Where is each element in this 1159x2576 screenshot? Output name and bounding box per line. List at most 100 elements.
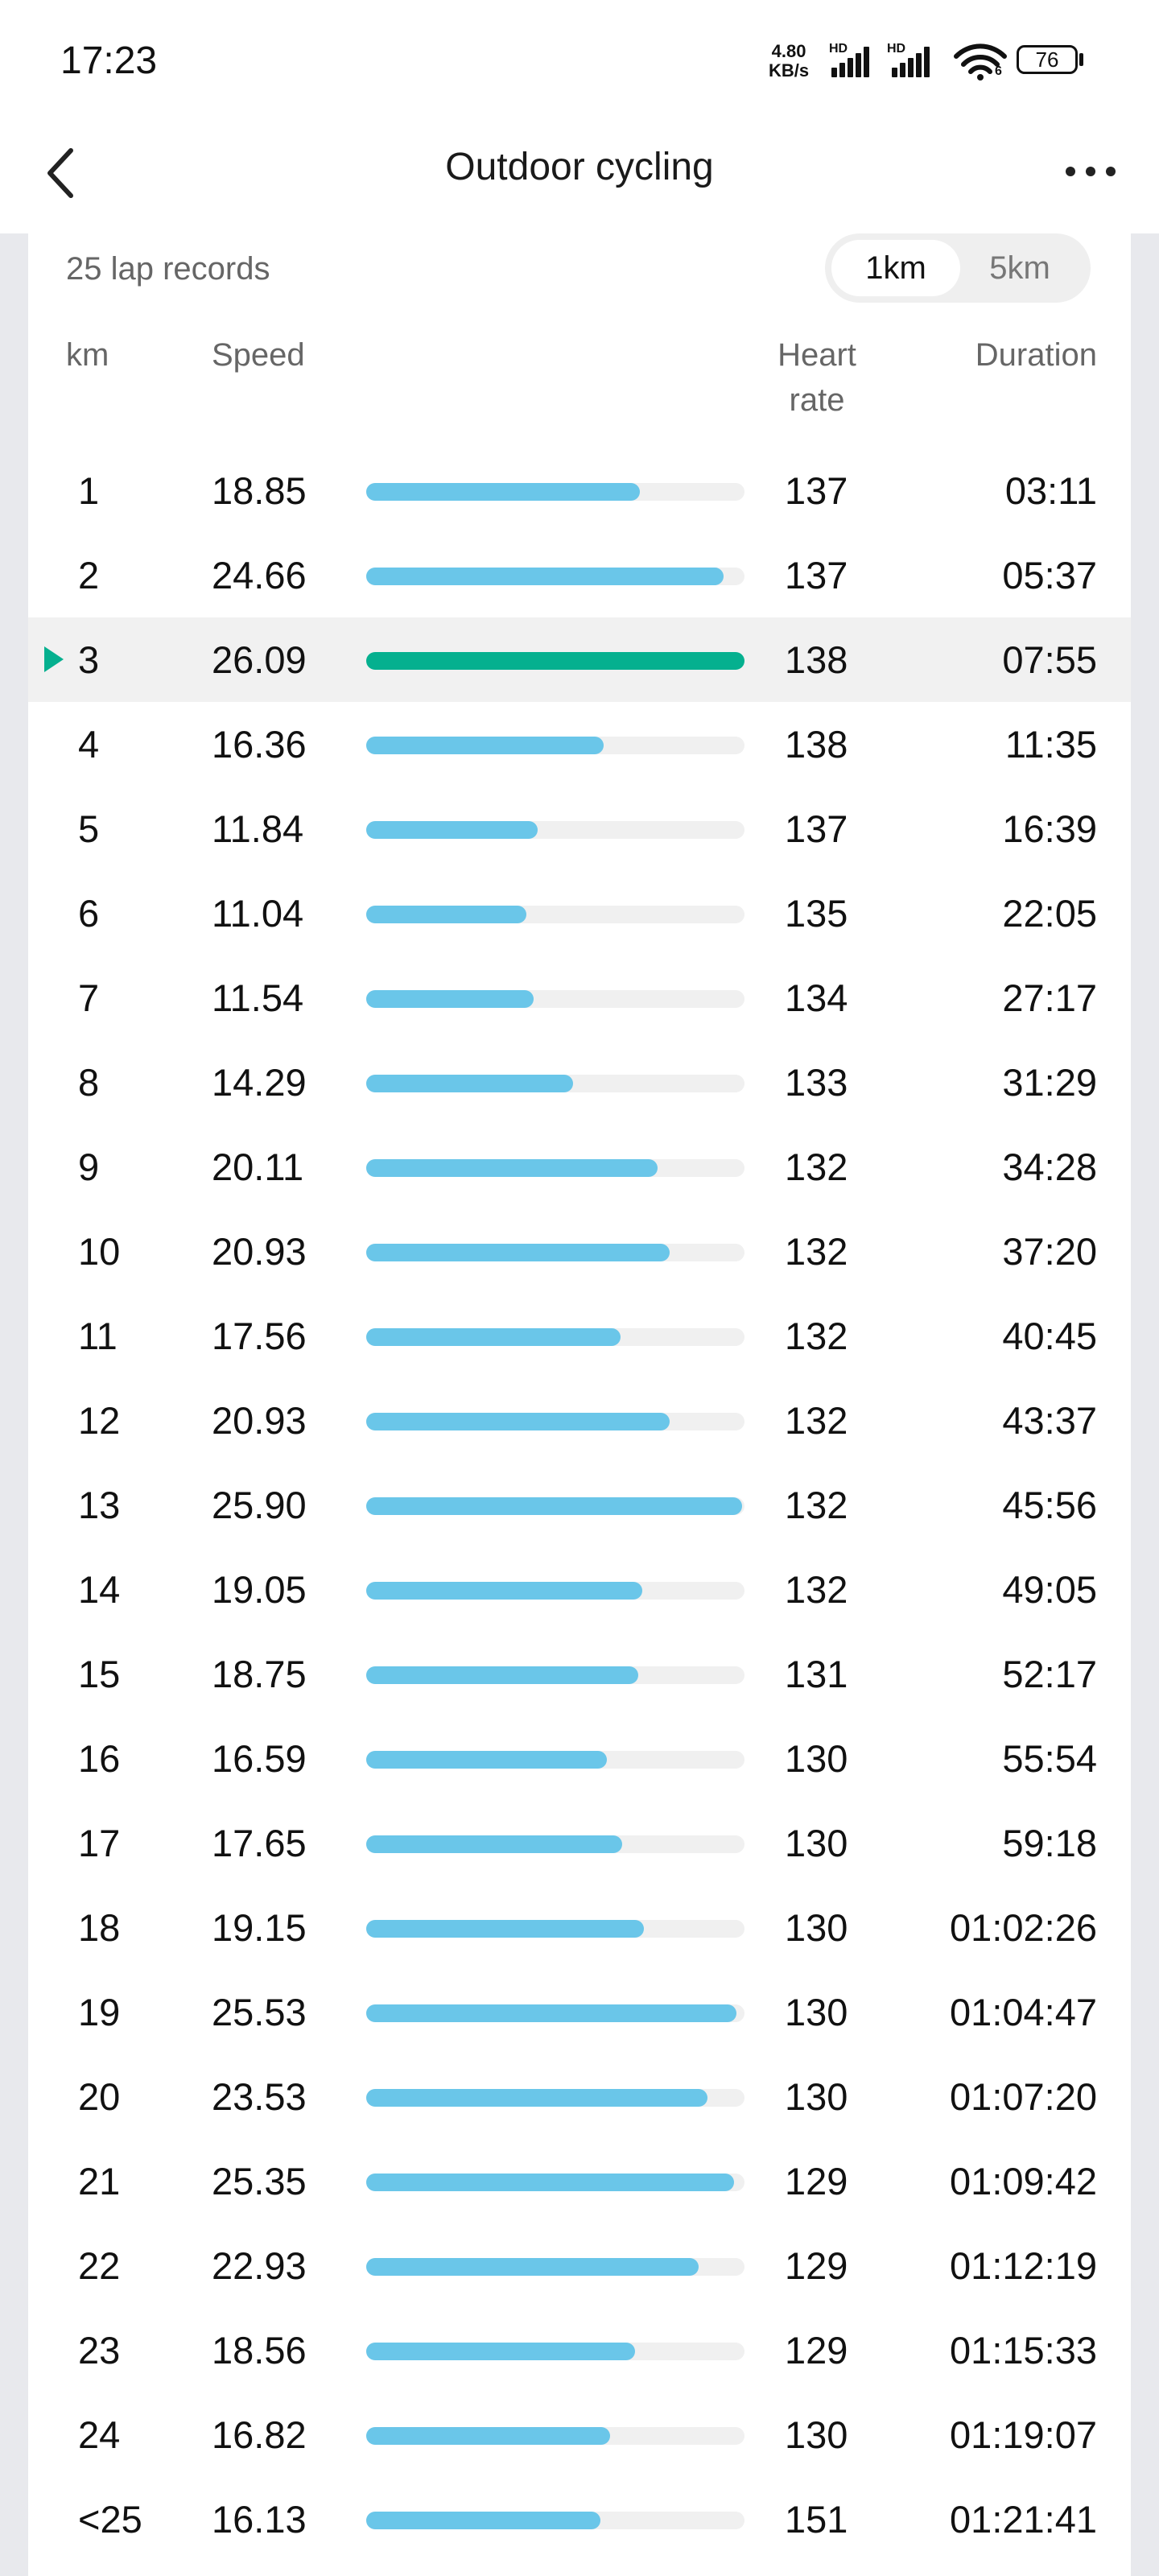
lap-row[interactable]: 1 18.85 137 03:11 — [28, 448, 1131, 533]
speed-bar-track — [366, 2258, 744, 2276]
lap-row[interactable]: 9 20.11 132 34:28 — [28, 1125, 1131, 1209]
lap-speed: 25.35 — [212, 2160, 307, 2202]
lap-heart-rate: 151 — [785, 2498, 848, 2541]
lap-speed: 18.75 — [212, 1653, 307, 1695]
speed-bar — [366, 1497, 742, 1515]
lap-duration: 27:17 — [1002, 976, 1097, 1019]
lap-duration: 01:07:20 — [950, 2075, 1097, 2118]
lap-duration: 37:20 — [1002, 1230, 1097, 1273]
lap-row[interactable]: 8 14.29 133 31:29 — [28, 1040, 1131, 1125]
lap-heart-rate: 134 — [785, 976, 848, 1019]
lap-heart-rate: 130 — [785, 1991, 848, 2033]
lap-heart-rate: 133 — [785, 1061, 848, 1104]
hd-label: HD — [829, 42, 848, 56]
speed-bar — [366, 2258, 699, 2276]
status-time: 17:23 — [60, 39, 158, 82]
lap-speed: 16.59 — [212, 1737, 307, 1780]
lap-records-card: 25 lap records 1km 5km km Speed Heart ra… — [28, 233, 1131, 2576]
speed-bar-track — [366, 821, 744, 839]
lap-row[interactable]: 18 19.15 130 01:02:26 — [28, 1885, 1131, 1970]
battery-icon: 76 — [1017, 45, 1078, 74]
lap-row[interactable]: 12 20.93 132 43:37 — [28, 1378, 1131, 1463]
lap-row[interactable]: 6 11.04 135 22:05 — [28, 871, 1131, 956]
speed-bar-track — [366, 990, 744, 1008]
speed-bar-track — [366, 1582, 744, 1600]
lap-row[interactable]: 10 20.93 132 37:20 — [28, 1209, 1131, 1294]
speed-bar — [366, 652, 744, 670]
speed-bar-track — [366, 2343, 744, 2360]
lap-heart-rate: 132 — [785, 1568, 848, 1611]
speed-bar — [366, 1075, 574, 1092]
lap-km: 20 — [78, 2075, 121, 2118]
lap-heart-rate: 131 — [785, 1653, 848, 1695]
lap-row[interactable]: 3 26.09 138 07:55 — [28, 617, 1131, 702]
lap-duration: 01:04:47 — [950, 1991, 1097, 2033]
status-bar: 17:23 4.80 KB/s HD HD 6 76 — [0, 0, 1159, 117]
speed-bar — [366, 2089, 707, 2107]
lap-row[interactable]: 14 19.05 132 49:05 — [28, 1547, 1131, 1632]
lap-duration: 55:54 — [1002, 1737, 1097, 1780]
speed-bar — [366, 568, 724, 585]
distance-toggle: 1km 5km — [825, 233, 1091, 303]
lap-row[interactable]: 13 25.90 132 45:56 — [28, 1463, 1131, 1547]
speed-bar-track — [366, 1497, 744, 1515]
lap-speed: 25.53 — [212, 1991, 307, 2033]
lap-duration: 43:37 — [1002, 1399, 1097, 1442]
lap-speed: 20.93 — [212, 1399, 307, 1442]
toggle-5km[interactable]: 5km — [989, 250, 1050, 286]
lap-duration: 01:21:41 — [950, 2498, 1097, 2541]
signal-icon — [892, 47, 932, 77]
column-header-heart-rate: Heart rate — [777, 337, 856, 418]
lap-row[interactable]: 16 16.59 130 55:54 — [28, 1716, 1131, 1801]
speed-bar — [366, 737, 604, 754]
lap-row[interactable]: 11 17.56 132 40:45 — [28, 1294, 1131, 1378]
lap-duration: 07:55 — [1002, 638, 1097, 681]
speed-bar-track — [366, 906, 744, 923]
speed-bar-track — [366, 2512, 744, 2529]
lap-row[interactable]: 2 24.66 137 05:37 — [28, 533, 1131, 617]
lap-heart-rate: 135 — [785, 892, 848, 935]
selected-marker-icon — [44, 646, 64, 672]
lap-duration: 59:18 — [1002, 1822, 1097, 1864]
lap-km: 7 — [78, 976, 100, 1019]
lap-duration: 01:12:19 — [950, 2244, 1097, 2287]
lap-speed: 18.85 — [212, 469, 307, 512]
lap-duration: 34:28 — [1002, 1146, 1097, 1188]
lap-row[interactable]: 20 23.53 130 01:07:20 — [28, 2054, 1131, 2139]
lap-heart-rate: 137 — [785, 554, 848, 597]
lap-speed: 23.53 — [212, 2075, 307, 2118]
lap-row[interactable]: <25 16.13 151 01:21:41 — [28, 2477, 1131, 2562]
lap-heart-rate: 138 — [785, 723, 848, 766]
lap-speed: 26.09 — [212, 638, 307, 681]
lap-row[interactable]: 21 25.35 129 01:09:42 — [28, 2139, 1131, 2223]
lap-speed: 11.84 — [212, 807, 304, 850]
lap-row[interactable]: 23 18.56 129 01:15:33 — [28, 2308, 1131, 2392]
speed-bar — [366, 1244, 670, 1261]
lap-row[interactable]: 17 17.65 130 59:18 — [28, 1801, 1131, 1885]
lap-duration: 11:35 — [1004, 723, 1097, 766]
more-options-button[interactable] — [1062, 157, 1119, 189]
lap-heart-rate: 130 — [785, 1906, 848, 1949]
lap-speed: 17.56 — [212, 1315, 307, 1357]
speed-bar — [366, 1159, 658, 1177]
lap-row[interactable]: 19 25.53 130 01:04:47 — [28, 1970, 1131, 2054]
lap-speed: 19.05 — [212, 1568, 307, 1611]
wifi-icon — [952, 42, 1008, 85]
speed-bar — [366, 1835, 622, 1853]
lap-km: 13 — [78, 1484, 121, 1526]
speed-bar-track — [366, 2427, 744, 2445]
lap-row[interactable]: 24 16.82 130 01:19:07 — [28, 2392, 1131, 2477]
lap-km: 6 — [78, 892, 100, 935]
lap-duration: 01:09:42 — [950, 2160, 1097, 2202]
back-button[interactable] — [40, 141, 89, 205]
lap-row[interactable]: 15 18.75 131 52:17 — [28, 1632, 1131, 1716]
toggle-1km[interactable]: 1km — [831, 240, 960, 296]
page-title: Outdoor cycling — [445, 146, 714, 188]
lap-row[interactable]: 4 16.36 138 11:35 — [28, 702, 1131, 786]
speed-bar-track — [366, 2004, 744, 2022]
column-header-duration: Duration — [975, 337, 1097, 373]
lap-km: 15 — [78, 1653, 121, 1695]
lap-row[interactable]: 7 11.54 134 27:17 — [28, 956, 1131, 1040]
lap-row[interactable]: 5 11.84 137 16:39 — [28, 786, 1131, 871]
lap-row[interactable]: 22 22.93 129 01:12:19 — [28, 2223, 1131, 2308]
